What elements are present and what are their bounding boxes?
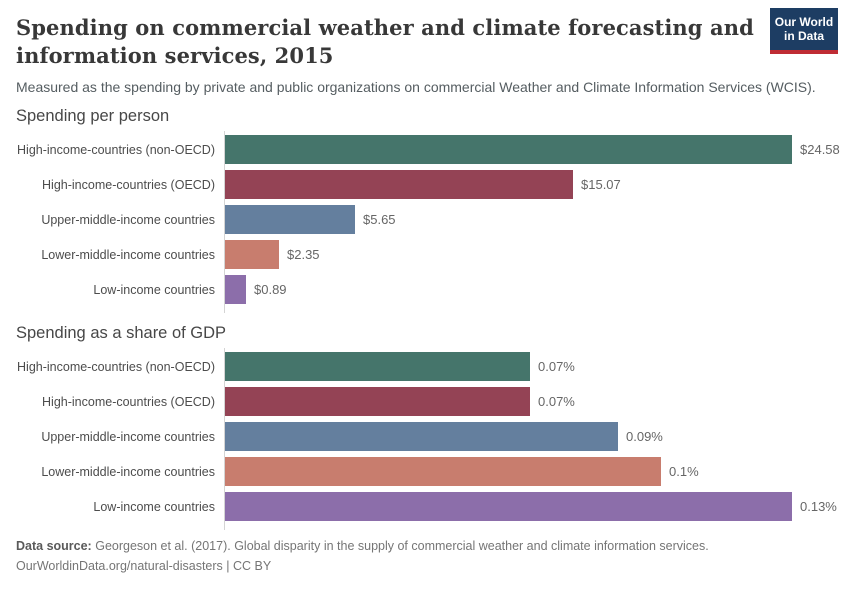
bar-row: High-income-countries (OECD) $15.07 (16, 167, 834, 202)
bar-row: High-income-countries (OECD) 0.07% (16, 384, 834, 419)
bar-row: Lower-middle-income countries $2.35 (16, 237, 834, 272)
data-source-line: Data source: Georgeson et al. (2017). Gl… (16, 536, 834, 556)
bar-track: $15.07 (224, 170, 834, 199)
footer-separator: | (226, 559, 230, 573)
category-label: Low-income countries (93, 499, 215, 514)
bar-track: $0.89 (224, 275, 834, 304)
chart-subtitle: Measured as the spending by private and … (16, 79, 816, 95)
bar (225, 352, 530, 381)
chart-section-heading: Spending per person (16, 107, 170, 125)
bar-row: Low-income countries $0.89 (16, 272, 834, 307)
bar-track: 0.07% (224, 387, 834, 416)
bar (225, 457, 661, 486)
category-label: Lower-middle-income countries (41, 464, 215, 479)
category-label: Lower-middle-income countries (41, 247, 215, 262)
value-label: $2.35 (287, 247, 320, 262)
value-label: $15.07 (581, 177, 621, 192)
value-label: $24.58 (800, 142, 840, 157)
bar-track: $24.58 (224, 135, 840, 164)
bar (225, 170, 573, 199)
owid-logo: Our World in Data (770, 8, 838, 54)
bar-chart-rows: High-income-countries (non-OECD) 0.07% Hig… (16, 348, 837, 530)
bar (225, 422, 618, 451)
category-label: High-income-countries (OECD) (42, 394, 215, 409)
bar-track: 0.13% (224, 492, 837, 521)
category-label: High-income-countries (non-OECD) (17, 142, 215, 157)
category-label: High-income-countries (OECD) (42, 177, 215, 192)
bar-row: Upper-middle-income countries $5.65 (16, 202, 834, 237)
bar-track: 0.09% (224, 422, 834, 451)
bar (225, 205, 355, 234)
bar-track: 0.1% (224, 457, 834, 486)
owid-logo-line2: in Data (783, 29, 824, 43)
bar-row: Upper-middle-income countries 0.09% (16, 419, 834, 454)
bar-row: Low-income countries 0.13% (16, 489, 837, 524)
value-label: 0.09% (626, 429, 663, 444)
bar-row: High-income-countries (non-OECD) $24.58 (16, 132, 840, 167)
chart-footer: Data source: Georgeson et al. (2017). Gl… (16, 536, 834, 576)
value-label: $0.89 (254, 282, 287, 297)
value-label: 0.07% (538, 394, 575, 409)
chart-page: Spending on commercial weather and clima… (16, 15, 840, 576)
bar-track: $5.65 (224, 205, 834, 234)
owid-link: OurWorldinData.org/natural-disasters (16, 559, 223, 573)
bar-row: Lower-middle-income countries 0.1% (16, 454, 834, 489)
license-label: CC BY (233, 559, 272, 573)
category-label: Low-income countries (93, 282, 215, 297)
page-title: Spending on commercial weather and clima… (16, 15, 754, 68)
bar (225, 492, 792, 521)
chart-spending-share-gdp: Spending as a share of GDP High-income-c… (16, 323, 837, 530)
chart-spending-per-person: Spending per person High-income-countrie… (16, 106, 840, 313)
bar-row: High-income-countries (non-OECD) 0.07% (16, 349, 834, 384)
bar (225, 275, 246, 304)
bar-track: $2.35 (224, 240, 834, 269)
value-label: 0.07% (538, 359, 575, 374)
value-label: 0.1% (669, 464, 699, 479)
category-label: Upper-middle-income countries (41, 212, 215, 227)
license-line: OurWorldinData.org/natural-disasters | C… (16, 556, 834, 576)
bar-track: 0.07% (224, 352, 834, 381)
bar (225, 135, 792, 164)
bar-chart-rows: High-income-countries (non-OECD) $24.58 Hi… (16, 131, 840, 313)
value-label: 0.13% (800, 499, 837, 514)
bar (225, 387, 530, 416)
category-label: High-income-countries (non-OECD) (17, 359, 215, 374)
data-source-text: Georgeson et al. (2017). Global disparit… (95, 539, 709, 553)
chart-section-heading: Spending as a share of GDP (16, 324, 227, 342)
data-source-label: Data source: (16, 539, 92, 553)
category-label: Upper-middle-income countries (41, 429, 215, 444)
value-label: $5.65 (363, 212, 396, 227)
owid-logo-line1: Our World (774, 15, 834, 29)
bar (225, 240, 279, 269)
